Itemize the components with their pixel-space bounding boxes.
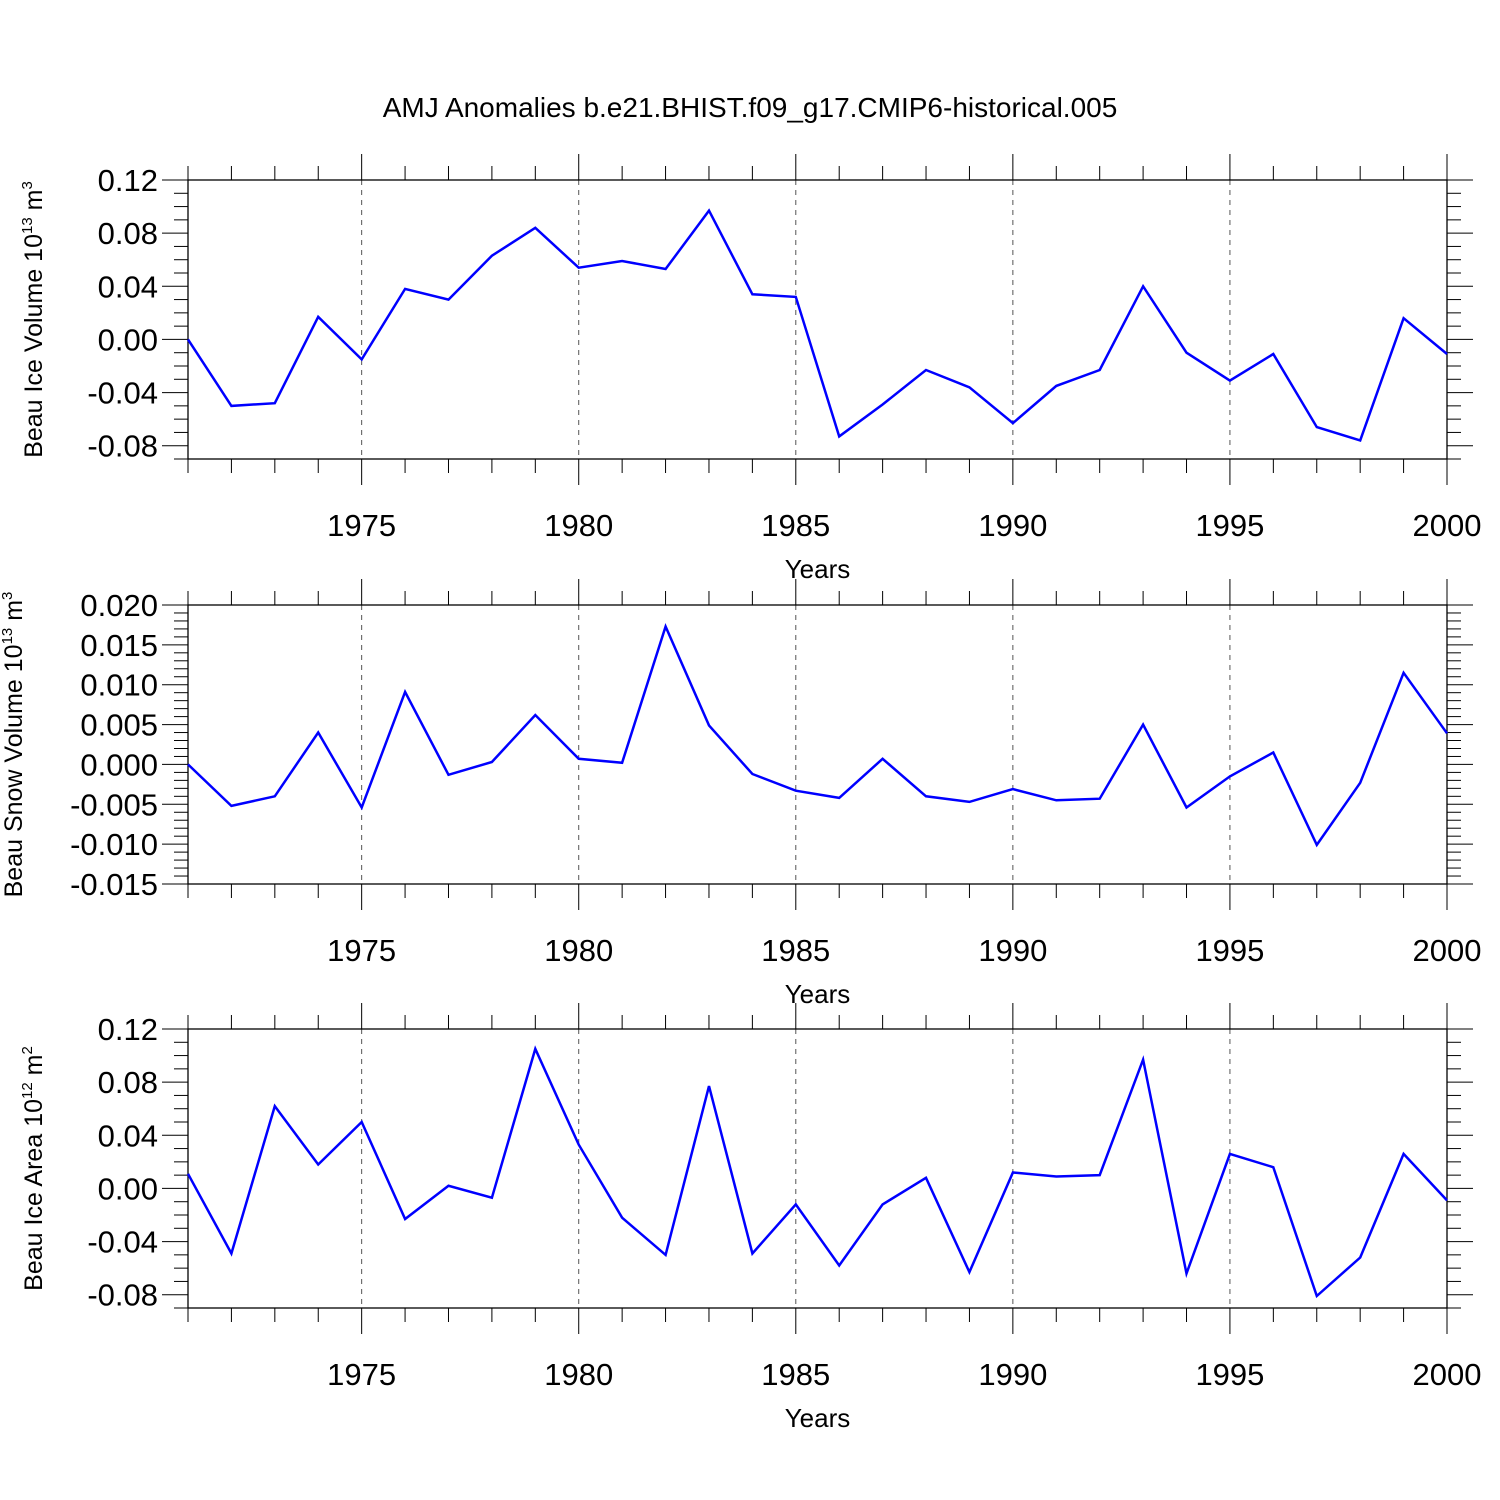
y-tick-label: 0.12 [98,1012,158,1047]
y-axis-label-text: Beau Ice Volume 10 [20,234,48,458]
x-tick-label: 1995 [1195,1357,1264,1392]
y-axis-label: Beau Snow Volume 1013 m3 [0,592,28,898]
y-axis-label-unit-exponent: 3 [19,181,36,189]
y-axis-label-unit: m [20,1055,48,1083]
x-tick-label: 2000 [1413,508,1482,543]
y-tick-label: -0.005 [70,787,158,822]
x-tick-label: 1990 [978,1357,1047,1392]
x-axis-label: Years [785,979,851,1009]
y-axis-label-exponent: 12 [19,1082,36,1099]
chart-panel-2: -0.015 -0.010 -0.005 0.000 0.005 0.010 0.015 0.… [0,579,1481,1009]
y-axis-label: Beau Ice Volume 1013 m3 [19,181,48,458]
plot-frame [187,179,1448,460]
x-tick-label: 1980 [544,508,613,543]
y-tick-label: -0.08 [87,1278,158,1313]
x-tick-label: 1980 [544,933,613,968]
series-line [187,622,1449,848]
y-axis-label-text: Beau Snow Volume 10 [0,644,28,897]
y-axis-label-exponent: 13 [0,628,16,645]
y-axis-label-text: Beau Ice Area 10 [20,1099,48,1291]
x-tick-label: 1975 [327,933,396,968]
figure-title: AMJ Anomalies b.e21.BHIST.f09_g17.CMIP6-… [383,92,1118,123]
y-axis-label-unit-exponent: 2 [19,1046,36,1054]
x-axis-label: Years [785,1403,851,1433]
y-tick-label: 0.00 [98,1171,158,1206]
y-tick-label: 0.005 [80,708,158,743]
x-tick-label: 1985 [761,508,830,543]
x-tick-label: 1975 [327,508,396,543]
x-tick-label: 2000 [1413,1357,1482,1392]
x-tick-label: 1980 [544,1357,613,1392]
x-tick-label: 1975 [327,1357,396,1392]
series-line [186,208,1448,442]
y-tick-label: 0.010 [80,668,158,703]
y-tick-label: 0.00 [98,322,158,357]
y-axis-label-unit-exponent: 3 [0,592,16,600]
chart-panel-3: -0.08 -0.04 0.00 0.04 0.08 0.12 1975 1980 1985 19… [19,1003,1481,1433]
y-tick-label: -0.08 [87,429,158,464]
x-tick-label: 1990 [978,933,1047,968]
y-tick-label: 0.015 [80,628,158,663]
y-tick-label: 0.08 [98,1065,158,1100]
panels: -0.08 -0.04 0.00 0.04 0.08 0.12 1975 1980 1985 19… [0,154,1481,1433]
x-tick-label: 1985 [761,1357,830,1392]
y-tick-label: -0.010 [70,827,158,862]
y-tick-label: -0.04 [87,376,158,411]
y-tick-label: 0.000 [80,747,158,782]
y-tick-label: 0.12 [98,163,158,198]
y-tick-label: 0.020 [80,588,158,623]
y-tick-label: 0.04 [98,269,158,304]
y-axis-label-exponent: 13 [19,217,36,234]
chart-panel-1: -0.08 -0.04 0.00 0.04 0.08 0.12 1975 1980 1985 19… [19,154,1481,584]
plot-frame [187,604,1448,885]
y-axis-label: Beau Ice Area 1012 m2 [19,1046,48,1291]
x-axis-label: Years [785,554,851,584]
x-tick-label: 1985 [761,933,830,968]
y-tick-label: -0.015 [70,867,158,902]
y-axis-label-unit: m [0,600,28,628]
y-tick-label: 0.04 [98,1118,158,1153]
plot-frame [187,1028,1448,1309]
y-axis-label-unit: m [20,190,48,218]
x-tick-label: 1995 [1195,508,1264,543]
series-line [186,1045,1448,1299]
x-tick-label: 1995 [1195,933,1264,968]
x-tick-label: 1990 [978,508,1047,543]
x-tick-label: 2000 [1413,933,1482,968]
y-tick-label: 0.08 [98,216,158,251]
y-tick-label: -0.04 [87,1225,158,1260]
